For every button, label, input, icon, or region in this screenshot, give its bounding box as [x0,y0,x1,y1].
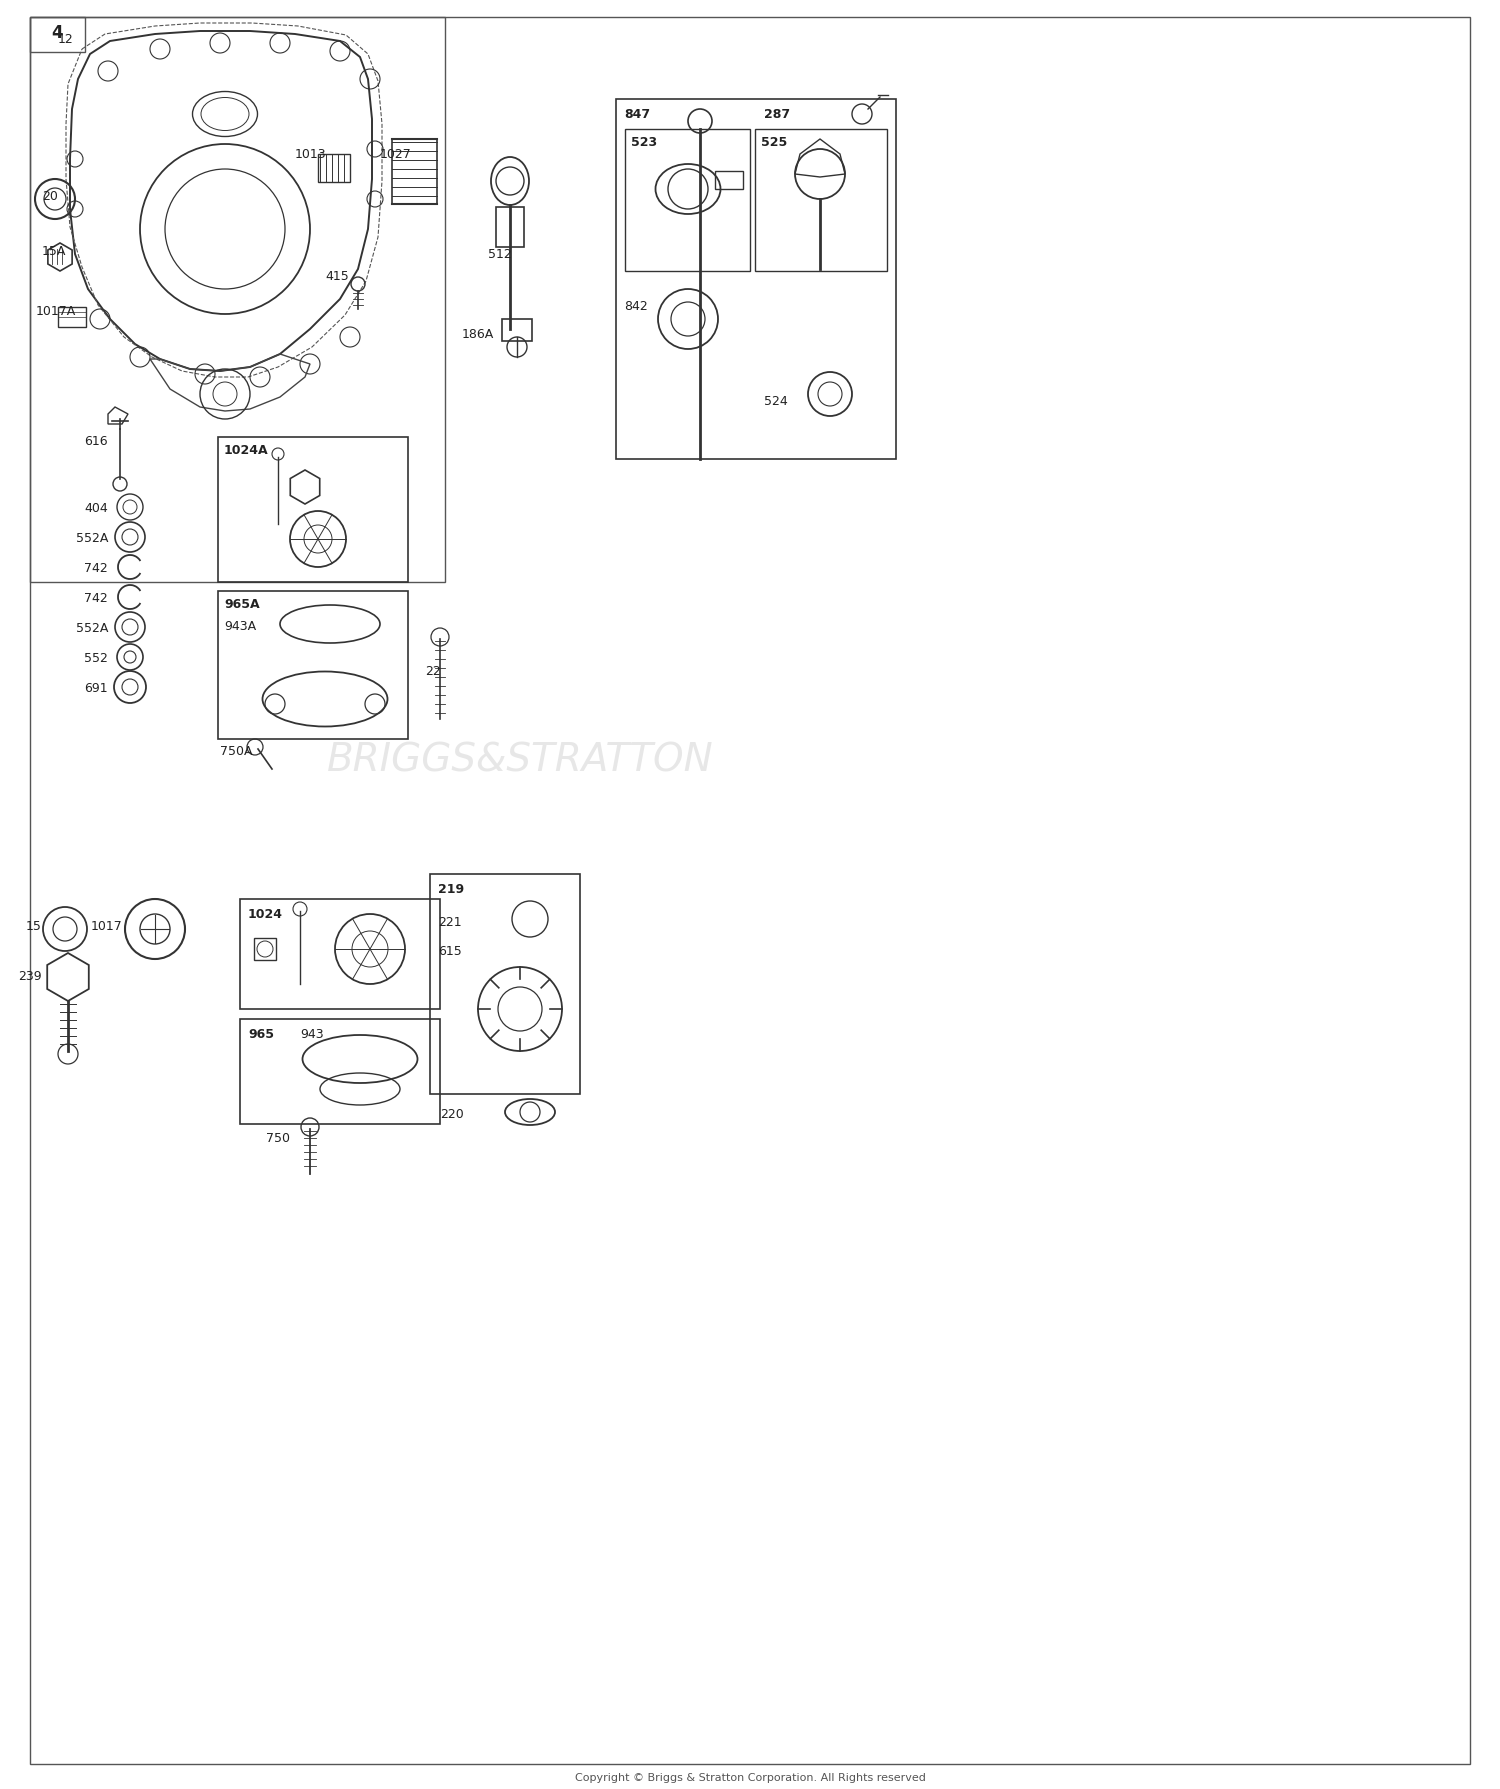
Text: 523: 523 [632,136,657,148]
Text: 943: 943 [300,1027,324,1041]
Bar [30,18,445,583]
Text: 616: 616 [84,435,108,447]
Bar [626,131,750,272]
Bar [58,308,86,327]
Text: 287: 287 [764,107,790,122]
Text: Copyright © Briggs & Stratton Corporation. All Rights reserved: Copyright © Briggs & Stratton Corporatio… [574,1773,926,1782]
Text: 415: 415 [326,270,350,283]
Bar [616,100,896,460]
Text: 219: 219 [438,882,464,896]
Text: 1027: 1027 [380,148,411,161]
Bar [240,900,440,1009]
Text: 15A: 15A [42,245,66,258]
Text: 1024A: 1024A [224,444,268,456]
Text: 750A: 750A [220,744,252,757]
Text: 742: 742 [84,562,108,574]
Text: 615: 615 [438,945,462,957]
Text: 15: 15 [26,920,42,932]
Text: 221: 221 [438,916,462,928]
Text: 220: 220 [440,1107,464,1120]
Bar [503,320,532,342]
Text: 965A: 965A [224,598,260,610]
Bar [392,140,436,206]
Text: 552A: 552A [75,621,108,635]
Text: BRIGGS&STRATTON: BRIGGS&STRATTON [327,741,714,778]
Bar [30,18,86,54]
Text: 847: 847 [624,107,650,122]
Bar [217,438,408,583]
Bar [217,592,408,739]
Text: 404: 404 [84,501,108,515]
Text: 552A: 552A [75,531,108,544]
Text: 524: 524 [764,395,788,408]
Text: 552: 552 [84,651,108,666]
Text: 4: 4 [51,23,63,41]
Bar [754,131,886,272]
Text: 22: 22 [424,666,441,678]
Text: 239: 239 [18,970,42,982]
Bar [240,1020,440,1123]
Bar [430,875,580,1095]
Text: 186A: 186A [462,327,495,342]
Bar [318,156,350,182]
Bar [716,172,742,190]
Text: 1017: 1017 [90,920,122,932]
Text: 1017A: 1017A [36,304,76,318]
Text: 943A: 943A [224,619,256,633]
Text: 742: 742 [84,592,108,605]
Text: 965: 965 [248,1027,274,1041]
Text: 12: 12 [58,32,74,47]
Text: 525: 525 [760,136,788,148]
Text: 691: 691 [84,682,108,694]
Text: 1024: 1024 [248,907,284,921]
Text: 512: 512 [488,249,512,261]
Bar [496,208,523,249]
Text: 1013: 1013 [296,148,327,161]
Text: 20: 20 [42,190,58,202]
Text: 750: 750 [266,1131,290,1145]
Text: 842: 842 [624,301,648,313]
